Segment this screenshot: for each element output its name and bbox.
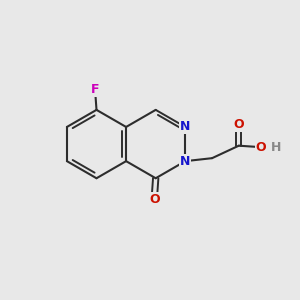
Text: N: N [180, 154, 190, 168]
Text: H: H [271, 141, 281, 154]
Text: O: O [256, 141, 266, 154]
Text: N: N [180, 121, 190, 134]
Text: O: O [149, 193, 160, 206]
Text: O: O [233, 118, 244, 131]
Text: F: F [91, 82, 99, 96]
